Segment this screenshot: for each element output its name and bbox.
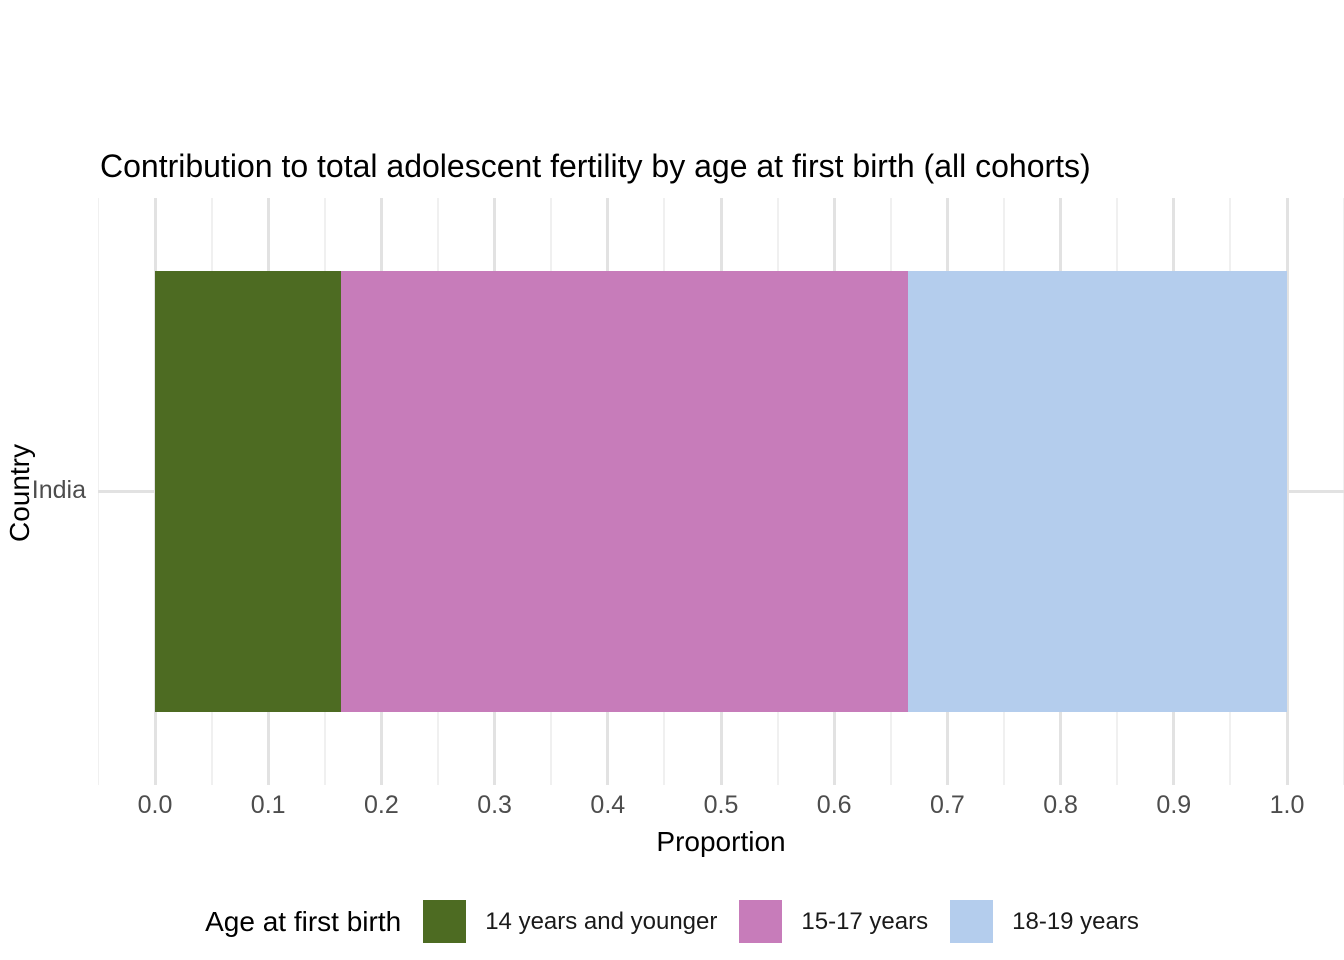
x-tick-label-0.8: 0.8	[1043, 791, 1078, 819]
x-tick-label-0.9: 0.9	[1156, 791, 1192, 819]
legend-item-14-years-and-younger: 14 years and younger	[423, 900, 717, 943]
chart-title: Contribution to total adolescent fertili…	[100, 148, 1091, 184]
x-axis-title: Proportion	[656, 826, 786, 857]
y-tick-label-india: India	[31, 476, 86, 504]
x-tick-label-0.0: 0.0	[137, 791, 173, 819]
legend-key-swatch	[423, 900, 467, 943]
x-tick-label-0.6: 0.6	[816, 791, 852, 819]
x-tick-label-0.7: 0.7	[930, 791, 965, 819]
legend-label: 18-19 years	[1012, 907, 1139, 935]
plot-panel	[98, 198, 1344, 785]
legend-item-15-17-years: 15-17 years	[739, 900, 928, 943]
x-tick-label-0.1: 0.1	[250, 791, 286, 819]
bar-segment-18-19-years	[907, 271, 1287, 712]
legend-item-18-19-years: 18-19 years	[950, 900, 1139, 943]
legend-label: 14 years and younger	[485, 907, 718, 935]
x-tick-label-0.5: 0.5	[703, 791, 739, 819]
x-tick-label-0.4: 0.4	[590, 791, 626, 819]
bar-segment-15-17-years	[340, 271, 908, 712]
legend-key-swatch	[739, 900, 783, 943]
legend: Age at first birth 14 years and younger 1…	[0, 898, 1344, 945]
legend-title: Age at first birth	[205, 905, 402, 937]
bar-segment-14-years-and-younger	[155, 271, 341, 712]
legend-key-swatch	[950, 900, 994, 943]
x-tick-label-0.3: 0.3	[477, 791, 512, 819]
x-tick-label-1.0: 1.0	[1269, 791, 1305, 819]
x-tick-label-0.2: 0.2	[364, 791, 399, 819]
legend-label: 15-17 years	[801, 907, 929, 935]
